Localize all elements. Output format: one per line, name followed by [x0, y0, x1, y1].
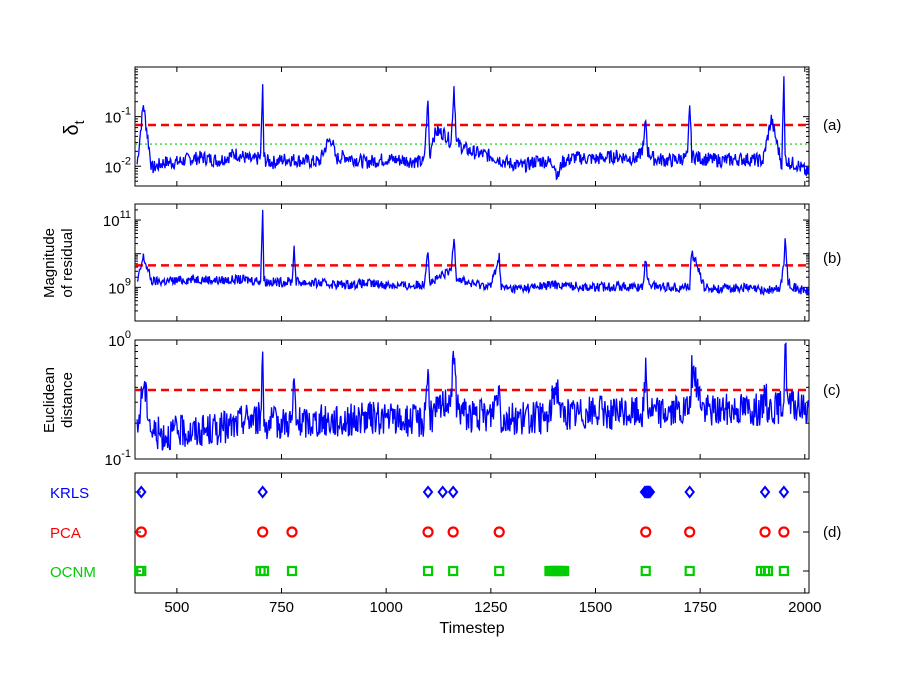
plot-frame — [134, 203, 810, 322]
y-axis-label: δt — [61, 120, 87, 135]
x-tick-label: 1750 — [683, 599, 716, 616]
marker-pca — [778, 526, 790, 538]
panel-label: (a) — [823, 117, 841, 134]
marker-pca — [493, 526, 505, 538]
panel-label: (b) — [823, 250, 841, 267]
marker-krls — [644, 485, 656, 499]
marker-pca — [135, 526, 147, 538]
marker-ocnm — [778, 565, 789, 577]
marker-ocnm — [494, 565, 505, 577]
y-tick-label: 10-2 — [105, 155, 131, 176]
signal-line — [136, 341, 810, 451]
y-axis-label-line: of residual — [59, 228, 76, 297]
x-tick-label: 750 — [269, 599, 294, 616]
plot-frame — [134, 66, 810, 187]
x-tick-label: 1000 — [369, 599, 402, 616]
y-axis-label-line: Euclidean — [41, 367, 58, 433]
row-label-pca: PCA — [50, 525, 81, 542]
panel-d: 500 750 1000 1250 1500 1750 2000 Timestep (d) KRL… — [50, 472, 841, 637]
panel-label: (c) — [823, 382, 841, 399]
marker-pca — [684, 526, 696, 538]
x-axis-label: Timestep — [439, 620, 504, 637]
marker-ocnm — [258, 565, 270, 577]
marker-krls — [422, 485, 434, 499]
marker-ocnm — [684, 565, 695, 577]
y-tick-label: 1011 — [103, 209, 131, 230]
row-label-ocnm: OCNM — [50, 564, 96, 581]
x-tick-label: 1500 — [579, 599, 612, 616]
y-axis-label-c: Euclidean distance — [41, 367, 76, 433]
marker-pca — [257, 526, 269, 538]
marker-krls — [778, 485, 790, 499]
marker-ocnm — [448, 565, 459, 577]
marker-krls — [684, 485, 695, 499]
plot-frame — [134, 472, 810, 594]
marker-pca — [640, 526, 652, 538]
marker-ocnm — [640, 565, 651, 577]
marker-pca — [422, 526, 434, 538]
y-tick-label: 10-1 — [105, 106, 131, 127]
marker-krls — [135, 485, 147, 499]
marker-ocnm — [422, 565, 434, 577]
y-tick-label: 100 — [108, 329, 131, 350]
marker-ocnm — [136, 565, 147, 577]
marker-pca — [286, 526, 298, 538]
x-tick-label: 1250 — [474, 599, 507, 616]
y-axis-label-line: Magnitude — [41, 228, 58, 298]
y-tick-label: 10-1 — [105, 448, 131, 469]
y-axis-label-a: δt — [61, 120, 87, 135]
y-axis-label-line: distance — [59, 372, 76, 428]
marker-ocnm — [558, 565, 570, 577]
marker-krls — [437, 485, 448, 499]
marker-ocnm — [762, 565, 774, 577]
panel-a: 10-2 10-1 (a) — [105, 66, 841, 187]
row-label-krls: KRLS — [50, 485, 89, 502]
x-tick-label: 500 — [164, 599, 189, 616]
marker-pca — [759, 526, 771, 538]
marker-ocnm — [286, 565, 298, 577]
plot-frame — [134, 339, 810, 460]
signal-line — [136, 209, 810, 297]
y-tick-label: 109 — [108, 276, 131, 297]
panel-c: 10-1 100 (c) — [105, 329, 841, 469]
marker-krls — [447, 485, 459, 499]
y-axis-label-b: Magnitude of residual — [41, 228, 76, 298]
panel-label: (d) — [823, 524, 841, 541]
panel-b: 109 1011 (b) — [103, 203, 841, 322]
signal-line — [136, 76, 810, 181]
marker-krls — [759, 485, 771, 499]
x-tick-label: 2000 — [788, 599, 821, 616]
marker-krls — [257, 485, 268, 499]
marker-pca — [447, 526, 459, 538]
